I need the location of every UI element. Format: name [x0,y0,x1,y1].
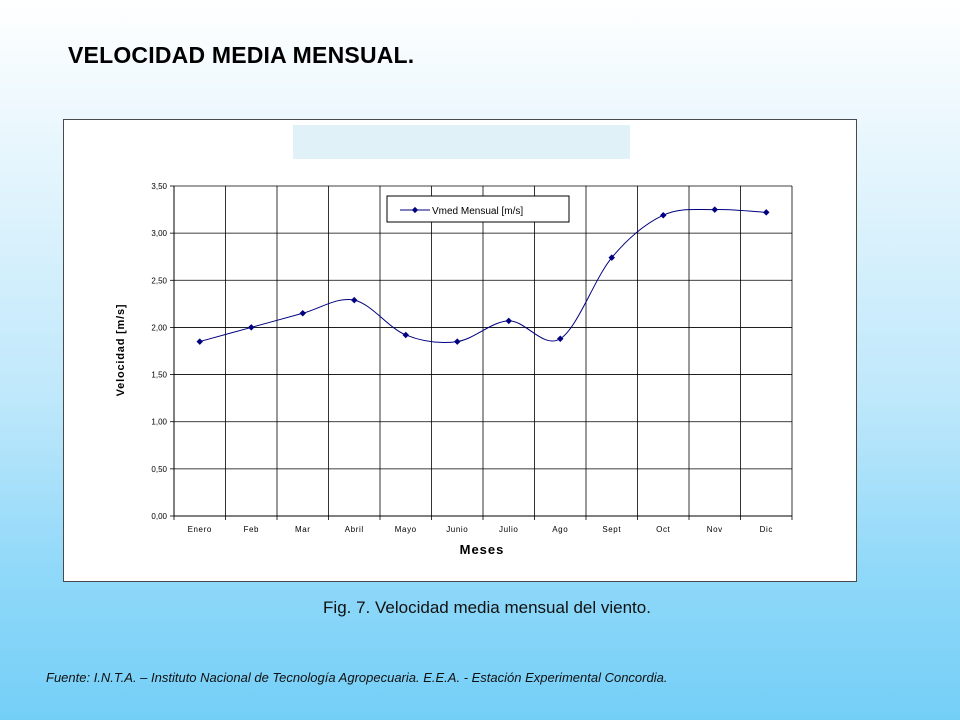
data-point-marker [505,317,513,325]
x-tick-label: Enero [188,525,212,534]
legend: Vmed Mensual [m/s] [386,195,570,223]
x-tick-label: Nov [707,525,723,534]
data-point-marker [453,338,461,345]
data-point-marker [350,296,358,304]
x-tick-label: Sept [602,525,621,534]
data-point-marker [402,331,410,339]
x-tick-label: Julio [499,525,518,534]
axes [170,185,793,520]
y-tick-label: 0,00 [151,512,167,521]
legend-box [386,195,570,223]
x-tick-label: Oct [656,525,670,534]
data-point-marker [762,209,770,216]
y-tick-labels: 0,00 0,50 1,00 1,50 2,00 2,50 3,00 3,50 [151,182,167,521]
x-tick-label: Mayo [395,525,417,534]
x-tick-labels: Enero Feb Mar Abril Mayo Junio Julio Ago Sept Oct… [188,525,773,534]
x-tick-label: Junio [446,525,468,534]
y-tick-label: 3,50 [151,182,167,191]
data-point-marker [247,324,255,331]
y-tick-label: 3,00 [151,229,167,238]
page-title: VELOCIDAD MEDIA MENSUAL. [68,42,415,68]
legend-marker [411,206,419,214]
data-point-marker [711,206,719,213]
line-chart: 0,00 0,50 1,00 1,50 2,00 2,50 3,00 3,50 Enero Fe… [115,125,793,557]
legend-label: Vmed Mensual [m/s] [432,206,523,217]
y-axis-title: Velocidad [m/s] [115,304,127,397]
y-tick-label: 0,50 [151,465,167,474]
chart-frame: 0,00 0,50 1,00 1,50 2,00 2,50 3,00 3,50 Enero Fe… [63,119,857,582]
data-point-marker [556,335,564,342]
x-tick-label: Abril [345,525,364,534]
data-point-marker [659,211,667,219]
y-tick-label: 2,00 [151,323,167,332]
y-tick-label: 1,00 [151,418,167,427]
x-tick-label: Mar [295,525,311,534]
x-tick-label: Feb [243,525,259,534]
chart-title-placeholder [293,125,630,159]
x-tick-label: Dic [760,525,773,534]
figure-caption: Fig. 7. Velocidad media mensual del vien… [323,598,651,617]
x-tick-label: Ago [552,525,568,534]
x-axis-title: Meses [460,542,505,557]
data-point-marker [299,310,307,317]
y-tick-label: 2,50 [151,276,167,285]
source-note: Fuente: I.N.T.A. – Instituto Nacional de… [46,670,668,685]
data-point-marker [196,338,204,345]
grid-lines [173,185,793,517]
y-tick-label: 1,50 [151,371,167,380]
